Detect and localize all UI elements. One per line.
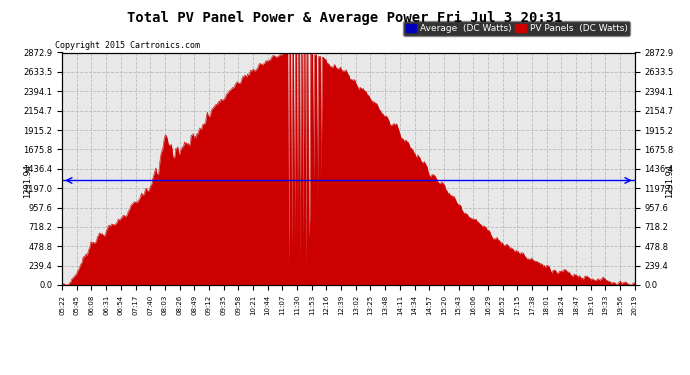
Legend: Average  (DC Watts), PV Panels  (DC Watts): Average (DC Watts), PV Panels (DC Watts) [403, 21, 630, 36]
Text: 1291.94: 1291.94 [23, 164, 32, 198]
Text: Total PV Panel Power & Average Power Fri Jul 3 20:31: Total PV Panel Power & Average Power Fri… [127, 11, 563, 26]
Text: 1291.94: 1291.94 [664, 164, 673, 198]
Text: Copyright 2015 Cartronics.com: Copyright 2015 Cartronics.com [55, 41, 200, 50]
